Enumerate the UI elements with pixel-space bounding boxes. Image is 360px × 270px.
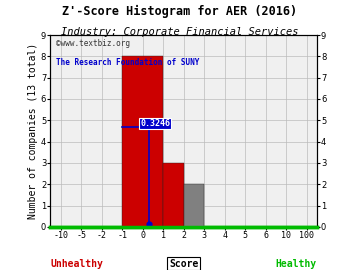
Y-axis label: Number of companies (13 total): Number of companies (13 total)	[28, 43, 38, 219]
Text: The Research Foundation of SUNY: The Research Foundation of SUNY	[56, 58, 199, 67]
Text: Score: Score	[169, 259, 198, 269]
Bar	[122, 56, 163, 227]
Text: ©www.textbiz.org: ©www.textbiz.org	[56, 39, 130, 48]
Bar	[184, 184, 204, 227]
Text: Unhealthy: Unhealthy	[50, 259, 103, 269]
Text: Z'-Score Histogram for AER (2016): Z'-Score Histogram for AER (2016)	[62, 5, 298, 18]
Text: 0.3246: 0.3246	[140, 119, 170, 128]
Text: Healthy: Healthy	[276, 259, 317, 269]
Text: Industry: Corporate Financial Services: Industry: Corporate Financial Services	[61, 27, 299, 37]
Bar	[163, 163, 184, 227]
